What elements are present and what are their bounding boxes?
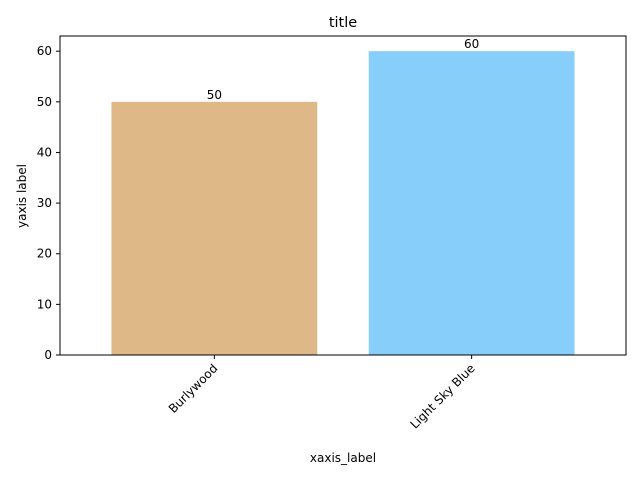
data-label: 60 bbox=[464, 37, 479, 51]
bar-light-sky-blue bbox=[368, 51, 575, 355]
y-axis-label: yaxis label bbox=[15, 164, 29, 228]
y-tick-label: 50 bbox=[37, 95, 52, 109]
y-tick-label: 60 bbox=[37, 44, 52, 58]
y-tick-label: 30 bbox=[37, 196, 52, 210]
data-labels-group: 50 60 bbox=[207, 37, 480, 102]
chart-title: title bbox=[329, 15, 357, 31]
x-tick-label: Burlywood bbox=[166, 361, 221, 416]
plot-frame bbox=[59, 35, 627, 356]
x-axis-label: xaxis_label bbox=[310, 451, 376, 465]
data-label: 50 bbox=[207, 88, 222, 102]
y-axis: 0 10 20 30 40 50 60 bbox=[37, 44, 60, 362]
y-tick-label: 0 bbox=[44, 348, 52, 362]
y-tick-label: 10 bbox=[37, 297, 52, 311]
x-tick-label: Light Sky Blue bbox=[407, 361, 477, 431]
y-tick-label: 40 bbox=[37, 145, 52, 159]
bars-group bbox=[111, 51, 575, 355]
bar-burlywood bbox=[111, 101, 318, 355]
x-axis: Burlywood Light Sky Blue bbox=[166, 355, 478, 431]
y-tick-label: 20 bbox=[37, 247, 52, 261]
